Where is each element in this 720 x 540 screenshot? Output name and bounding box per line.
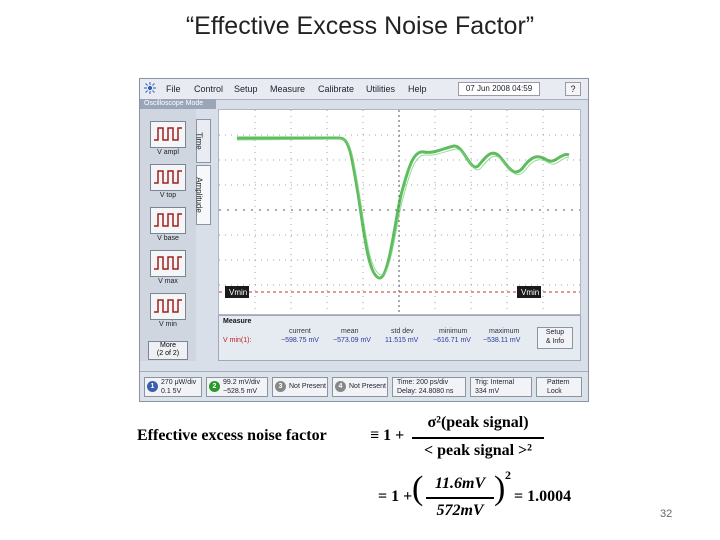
v-max-label: V max bbox=[158, 278, 178, 285]
vmin-marker-left: Vmin bbox=[225, 286, 249, 298]
channel-1-badge: 1 bbox=[147, 381, 158, 392]
tab-time-label: Time bbox=[194, 132, 204, 150]
formula-numerator: σ²(peak signal) bbox=[427, 414, 529, 431]
std-dev-value: 11.515 mV bbox=[385, 337, 419, 344]
formula-result: = 1.0004 bbox=[514, 488, 572, 505]
logo-icon bbox=[144, 82, 156, 94]
formula-label: Effective excess noise factor bbox=[137, 427, 327, 444]
pulse-wave-icon bbox=[154, 213, 182, 227]
measure-title: Measure bbox=[223, 318, 252, 325]
fraction-bar-2 bbox=[426, 497, 494, 499]
timebase-button[interactable]: Time: 200 ps/div Delay: 24.8080 ns bbox=[392, 377, 466, 397]
more-button[interactable]: More (2 of 2) bbox=[148, 341, 188, 360]
v-base-label: V base bbox=[157, 235, 179, 242]
maximum-value: −538.11 mV bbox=[483, 337, 521, 344]
help-button[interactable]: ? bbox=[565, 82, 581, 96]
formula-denominator: < peak signal >² bbox=[424, 442, 532, 459]
formula-power: 2 bbox=[505, 468, 511, 482]
channel-3-status: Not Present bbox=[289, 383, 326, 390]
formula-eq2-denominator: 572mV bbox=[436, 502, 484, 519]
mean-value: −573.09 mV bbox=[333, 337, 371, 344]
waveform-display: Vmin Vmin bbox=[218, 109, 581, 315]
maximum-header: maximum bbox=[489, 328, 520, 335]
mode-label: Oscilloscope Mode bbox=[140, 99, 216, 109]
page-number: 32 bbox=[660, 508, 673, 520]
formula-eq1-prefix: ≡ 1 + bbox=[370, 427, 405, 444]
more-label: More bbox=[160, 342, 176, 349]
pulse-wave-icon bbox=[154, 127, 182, 141]
channel-4-button[interactable]: 4 Not Present bbox=[332, 377, 388, 397]
setup-info-button[interactable]: Setup & Info bbox=[537, 327, 573, 349]
trigger-source: Trig: Internal bbox=[475, 379, 515, 386]
left-paren: ( bbox=[412, 470, 424, 507]
measure-row-label: V min(1): bbox=[223, 337, 252, 344]
channel-1-scale: 270 μW/div bbox=[161, 379, 197, 386]
setup-label: Setup bbox=[545, 329, 565, 336]
channel-2-scale: 99.2 mV/div bbox=[223, 379, 260, 386]
channel-3-badge: 3 bbox=[275, 381, 286, 392]
v-ampl-label: V ampl bbox=[157, 149, 179, 156]
menu-setup[interactable]: Setup bbox=[234, 84, 258, 94]
formula-eq2-prefix: = 1 + bbox=[378, 488, 413, 505]
trigger-level: 334 mV bbox=[475, 388, 500, 395]
channel-2-offset: −528.5 mV bbox=[223, 388, 258, 395]
current-header: current bbox=[289, 328, 311, 335]
timebase-scale: Time: 200 ps/div bbox=[397, 379, 449, 386]
menu-calibrate[interactable]: Calibrate bbox=[318, 84, 355, 94]
v-min-label: V min bbox=[159, 321, 177, 328]
formula-eq2-numerator: 11.6mV bbox=[434, 475, 486, 492]
v-max-button[interactable] bbox=[150, 250, 186, 277]
oscilloscope-screenshot: File Control Setup Measure Calibrate Uti… bbox=[139, 78, 589, 402]
menu-control[interactable]: Control bbox=[194, 84, 224, 94]
timebase-delay: Delay: 24.8080 ns bbox=[397, 388, 454, 395]
menu-file[interactable]: File bbox=[166, 84, 181, 94]
info-label: & Info bbox=[545, 338, 565, 345]
channel-3-button[interactable]: 3 Not Present bbox=[272, 377, 328, 397]
fraction-bar bbox=[412, 437, 544, 439]
more-page-label: (2 of 2) bbox=[156, 350, 180, 357]
v-top-button[interactable] bbox=[150, 164, 186, 191]
current-value: −598.75 mV bbox=[281, 337, 319, 344]
date-display: 07 Jun 2008 04:59 bbox=[458, 82, 540, 96]
channel-2-badge: 2 bbox=[209, 381, 220, 392]
v-top-label: V top bbox=[159, 192, 177, 199]
tab-amplitude-label: Amplitude bbox=[194, 177, 204, 213]
channel-4-badge: 4 bbox=[335, 381, 346, 392]
v-min-button[interactable] bbox=[150, 293, 186, 320]
mean-header: mean bbox=[341, 328, 359, 335]
v-ampl-button[interactable] bbox=[150, 121, 186, 148]
trigger-button[interactable]: Trig: Internal 334 mV bbox=[470, 377, 532, 397]
std-dev-header: std dev bbox=[391, 328, 414, 335]
pattern-lock-button[interactable]: Pattern Lock bbox=[536, 377, 582, 397]
measure-button-panel: V ampl V top V base V max V min More (2 … bbox=[140, 109, 196, 361]
svg-text:Vmin: Vmin bbox=[521, 288, 539, 297]
waveform-plot: Vmin Vmin bbox=[219, 110, 580, 314]
measure-panel: Measure current mean std dev minimum max… bbox=[218, 315, 581, 361]
svg-text:Vmin: Vmin bbox=[229, 288, 247, 297]
menu-measure[interactable]: Measure bbox=[270, 84, 306, 94]
menu-bar: File Control Setup Measure Calibrate Uti… bbox=[140, 79, 588, 100]
channel-1-button[interactable]: 1 270 μW/div 0.1 5V bbox=[144, 377, 202, 397]
pulse-wave-icon bbox=[154, 256, 182, 270]
channel-4-status: Not Present bbox=[349, 383, 386, 390]
minimum-header: minimum bbox=[439, 328, 468, 335]
right-paren: ) bbox=[494, 470, 506, 507]
channel-1-offset: 0.1 5V bbox=[161, 388, 182, 395]
v-base-button[interactable] bbox=[150, 207, 186, 234]
pulse-wave-icon bbox=[154, 170, 182, 184]
minimum-value: −616.71 mV bbox=[433, 337, 471, 344]
pulse-wave-icon bbox=[154, 299, 182, 313]
lock-label: Lock bbox=[547, 388, 562, 395]
pattern-label: Pattern bbox=[547, 379, 570, 386]
channel-2-button[interactable]: 2 99.2 mV/div −528.5 mV bbox=[206, 377, 268, 397]
slide-title: “Effective Excess Noise Factor” bbox=[185, 12, 535, 40]
menu-help[interactable]: Help bbox=[408, 84, 427, 94]
vmin-marker-right: Vmin bbox=[517, 286, 541, 298]
tab-time[interactable]: Time bbox=[194, 119, 211, 163]
menu-utilities[interactable]: Utilities bbox=[366, 84, 396, 94]
status-bar: 1 270 μW/div 0.1 5V 2 99.2 mV/div −528.5… bbox=[140, 371, 588, 401]
tab-amplitude[interactable]: Amplitude bbox=[194, 165, 211, 225]
